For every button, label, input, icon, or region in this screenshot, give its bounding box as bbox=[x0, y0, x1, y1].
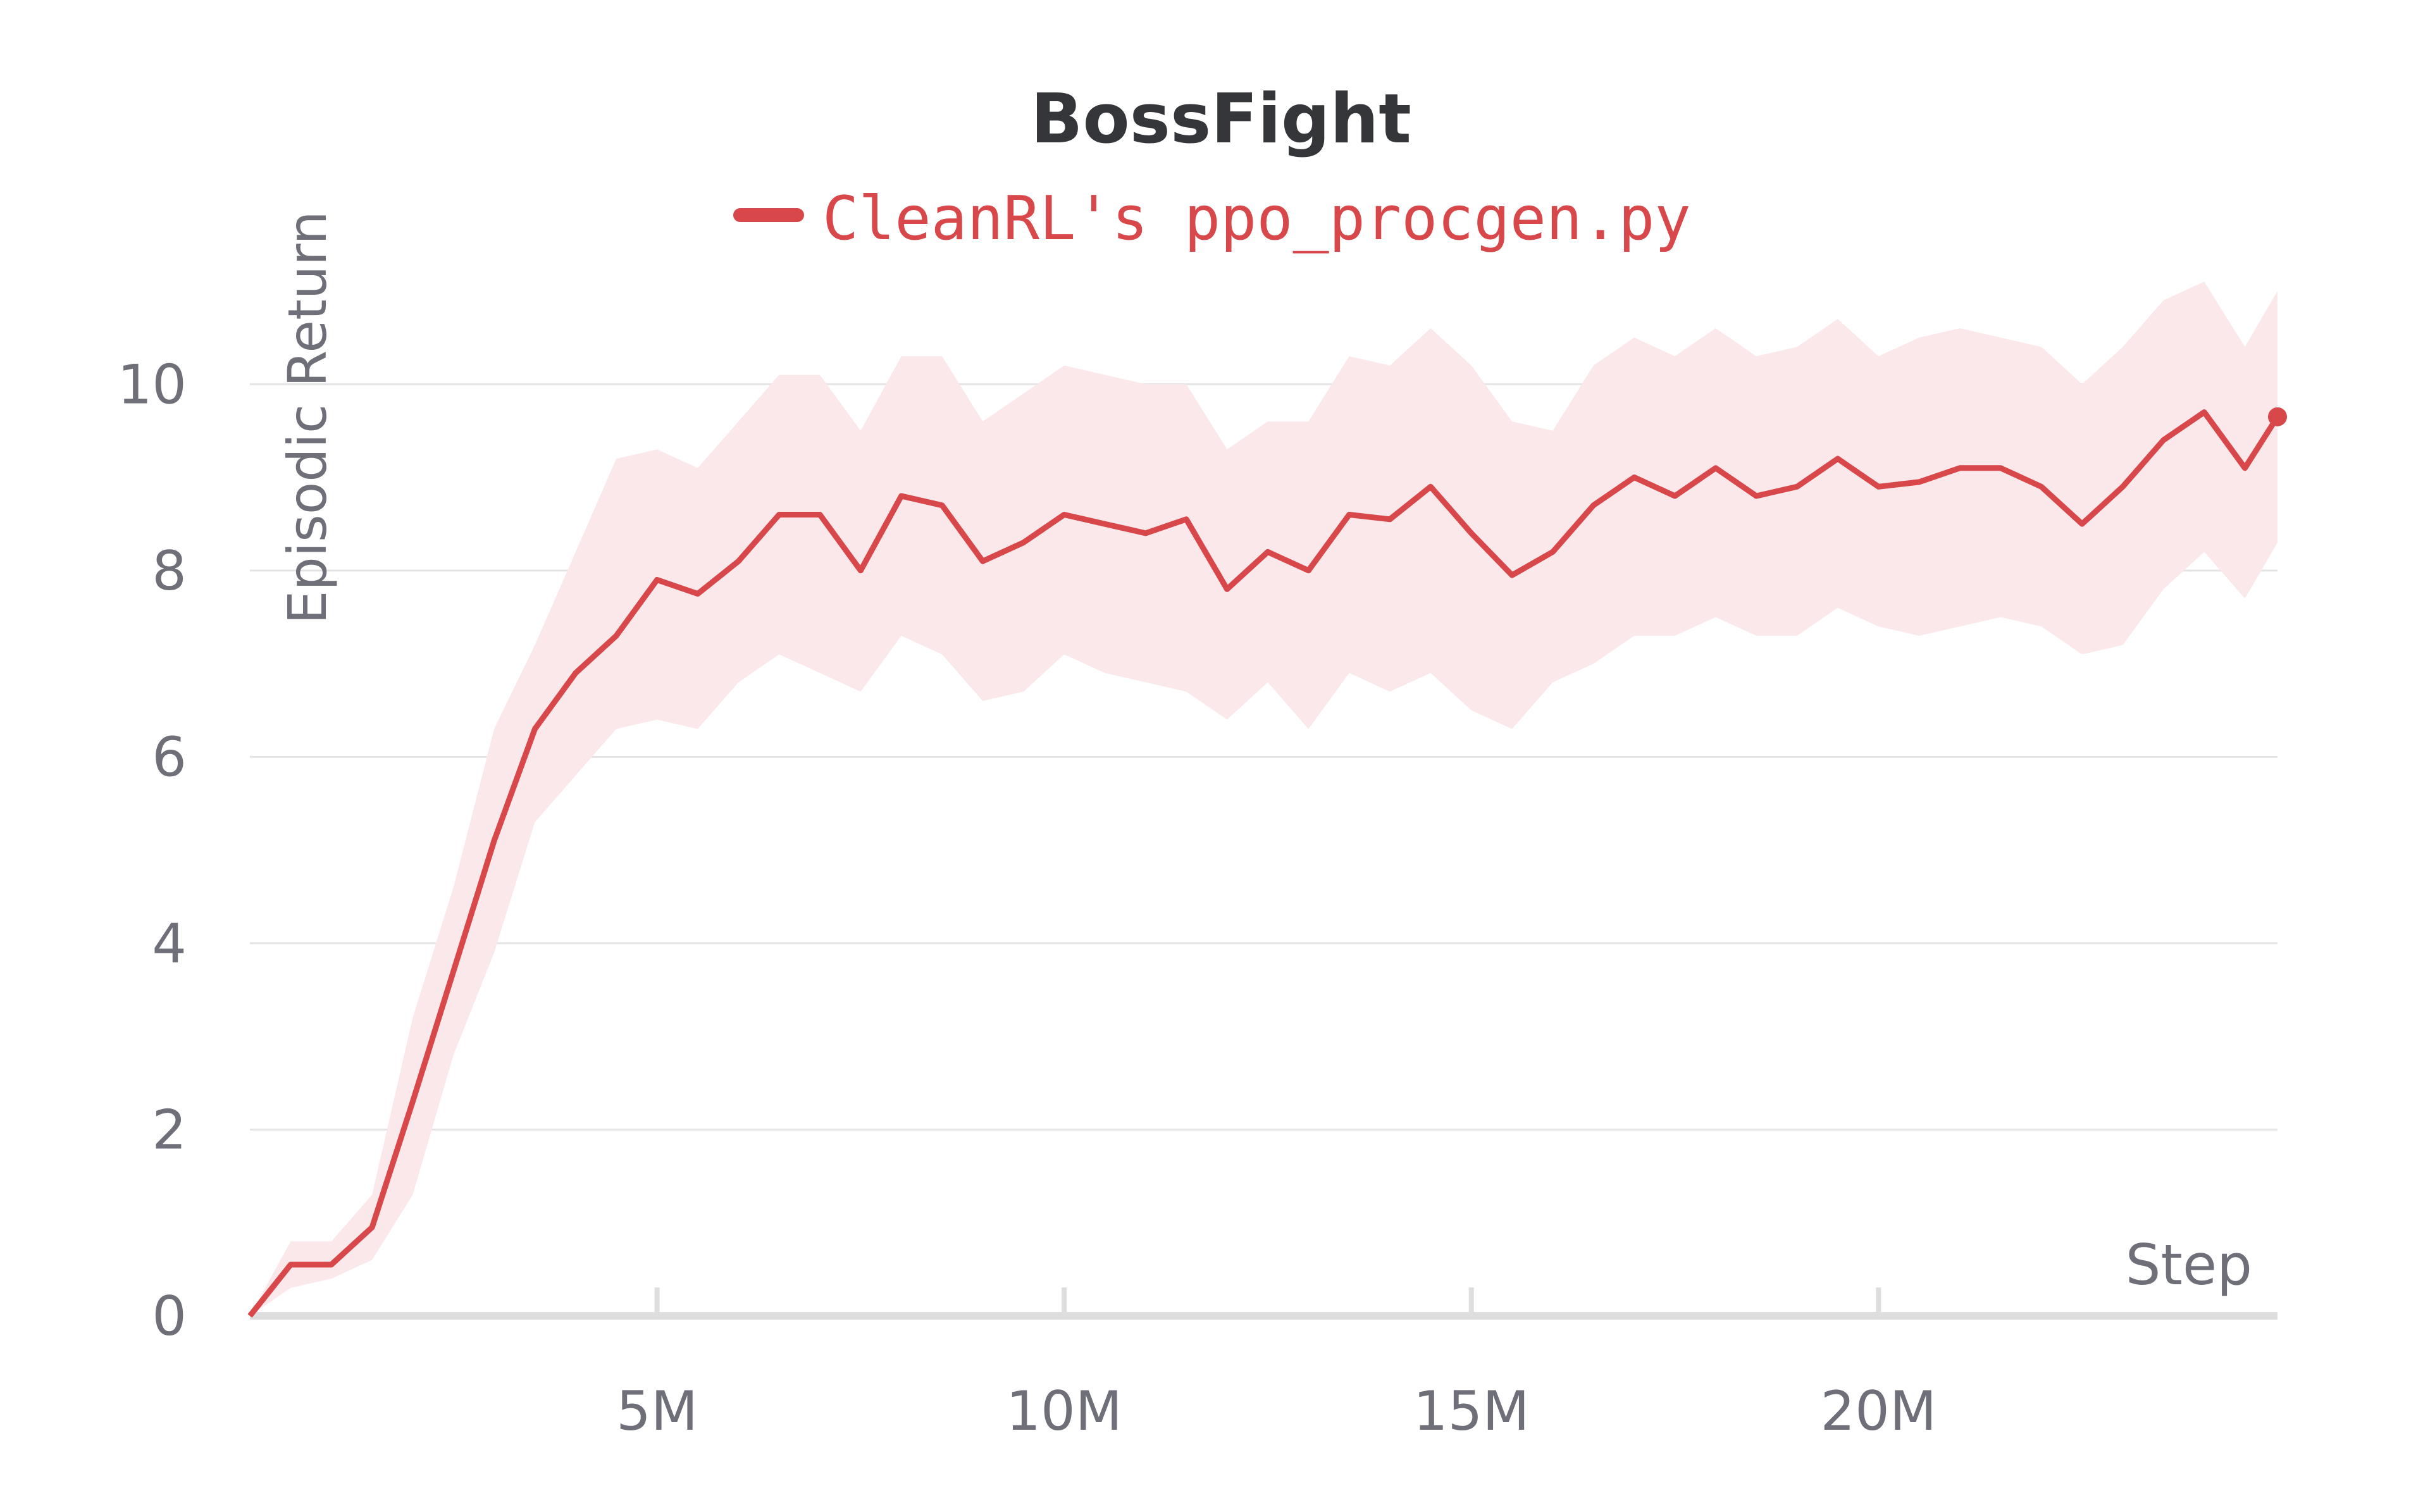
x-axis-ticks: 5M 10M 15M 20M bbox=[616, 1287, 1937, 1443]
series-end-marker bbox=[2268, 407, 2287, 426]
series-line[interactable] bbox=[247, 409, 2280, 1318]
legend-label: CleanRL's ppo_procgen.py bbox=[822, 184, 1691, 254]
x-tick-label: 5M bbox=[616, 1380, 698, 1443]
x-axis-label: Step bbox=[2126, 1232, 2252, 1298]
y-axis-label: Episodic Return bbox=[276, 211, 338, 624]
x-tick-label: 10M bbox=[1006, 1380, 1122, 1443]
y-tick-label: 8 bbox=[152, 540, 187, 603]
chart-title: BossFight bbox=[1031, 80, 1411, 159]
x-tick-label: 20M bbox=[1820, 1380, 1937, 1443]
y-tick-label: 6 bbox=[152, 726, 187, 789]
y-tick-label: 0 bbox=[152, 1285, 187, 1348]
y-tick-label: 2 bbox=[152, 1098, 187, 1162]
x-tick-label: 15M bbox=[1413, 1380, 1530, 1443]
y-axis-ticks: 0 2 4 6 8 10 bbox=[118, 353, 187, 1348]
y-tick-label: 10 bbox=[118, 353, 187, 416]
y-tick-label: 4 bbox=[152, 912, 187, 976]
legend[interactable]: CleanRL's ppo_procgen.py bbox=[733, 184, 1691, 254]
confidence-band bbox=[250, 282, 2277, 1316]
